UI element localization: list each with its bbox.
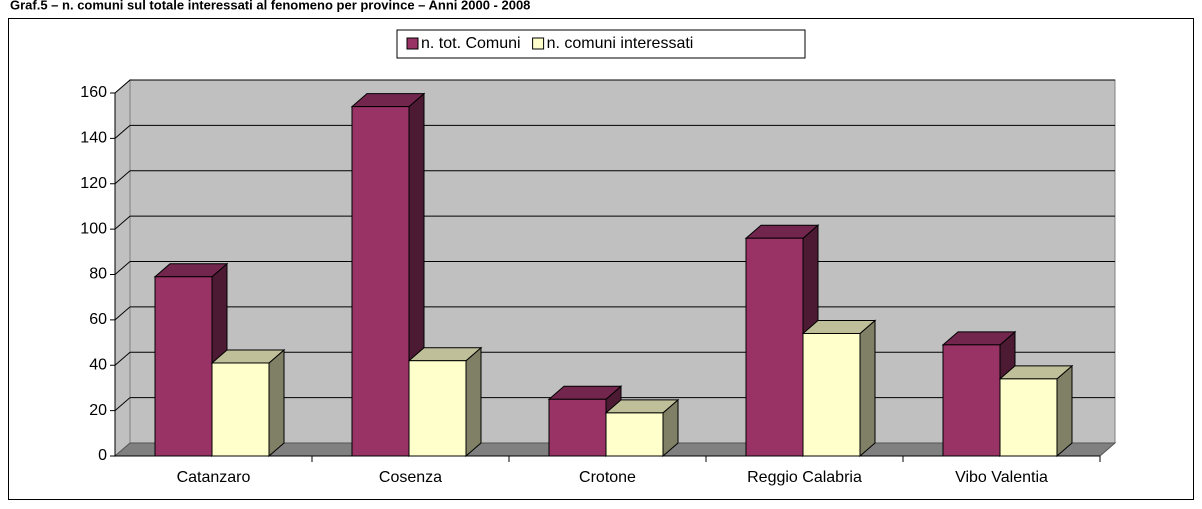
- y-tick-label: 40: [89, 356, 107, 373]
- bar: [408, 360, 467, 457]
- grid-line: [114, 397, 131, 412]
- legend-swatch: [532, 37, 545, 50]
- x-tick-label: Reggio Calabria: [747, 469, 862, 486]
- x-tick-label: Crotone: [579, 469, 636, 486]
- grid-line: [114, 261, 131, 275]
- legend-swatch: [406, 37, 419, 50]
- grid-line: [114, 215, 131, 230]
- bar: [999, 378, 1058, 457]
- grid-line: [114, 351, 131, 366]
- x-tick-label: Cosenza: [379, 469, 442, 486]
- y-tick-label: 80: [89, 266, 107, 283]
- bar: [548, 398, 607, 457]
- chart-title: Graf.5 – n. comuni sul totale interessat…: [10, 0, 530, 12]
- y-tick-label: 160: [80, 84, 107, 101]
- x-tick-label: Vibo Valentia: [955, 469, 1048, 486]
- grid-line: [114, 306, 131, 321]
- bar: [211, 362, 270, 457]
- y-tick-label: 120: [80, 175, 107, 192]
- legend-label: n. comuni interessati: [547, 35, 694, 52]
- y-tick-label: 100: [80, 220, 107, 237]
- bar-side: [859, 319, 876, 458]
- grid-line: [114, 124, 131, 139]
- grid-line: [114, 79, 131, 94]
- legend-label: n. tot. Comuni: [421, 35, 521, 52]
- bar: [351, 106, 410, 457]
- bar: [942, 344, 1001, 457]
- bar: [745, 237, 804, 457]
- y-tick-label: 0: [98, 447, 107, 464]
- legend-box: [396, 29, 806, 59]
- y-tick-label: 60: [89, 311, 107, 328]
- grid-line: [114, 170, 131, 185]
- bar: [605, 412, 664, 457]
- bar-side: [465, 346, 482, 458]
- bar-side: [268, 348, 285, 458]
- y-tick-label: 20: [89, 402, 107, 419]
- y-tick-label: 140: [80, 130, 107, 147]
- bar-side: [1056, 364, 1073, 458]
- x-tick-label: Catanzaro: [177, 469, 251, 486]
- bar: [802, 332, 861, 457]
- bar: [154, 276, 213, 457]
